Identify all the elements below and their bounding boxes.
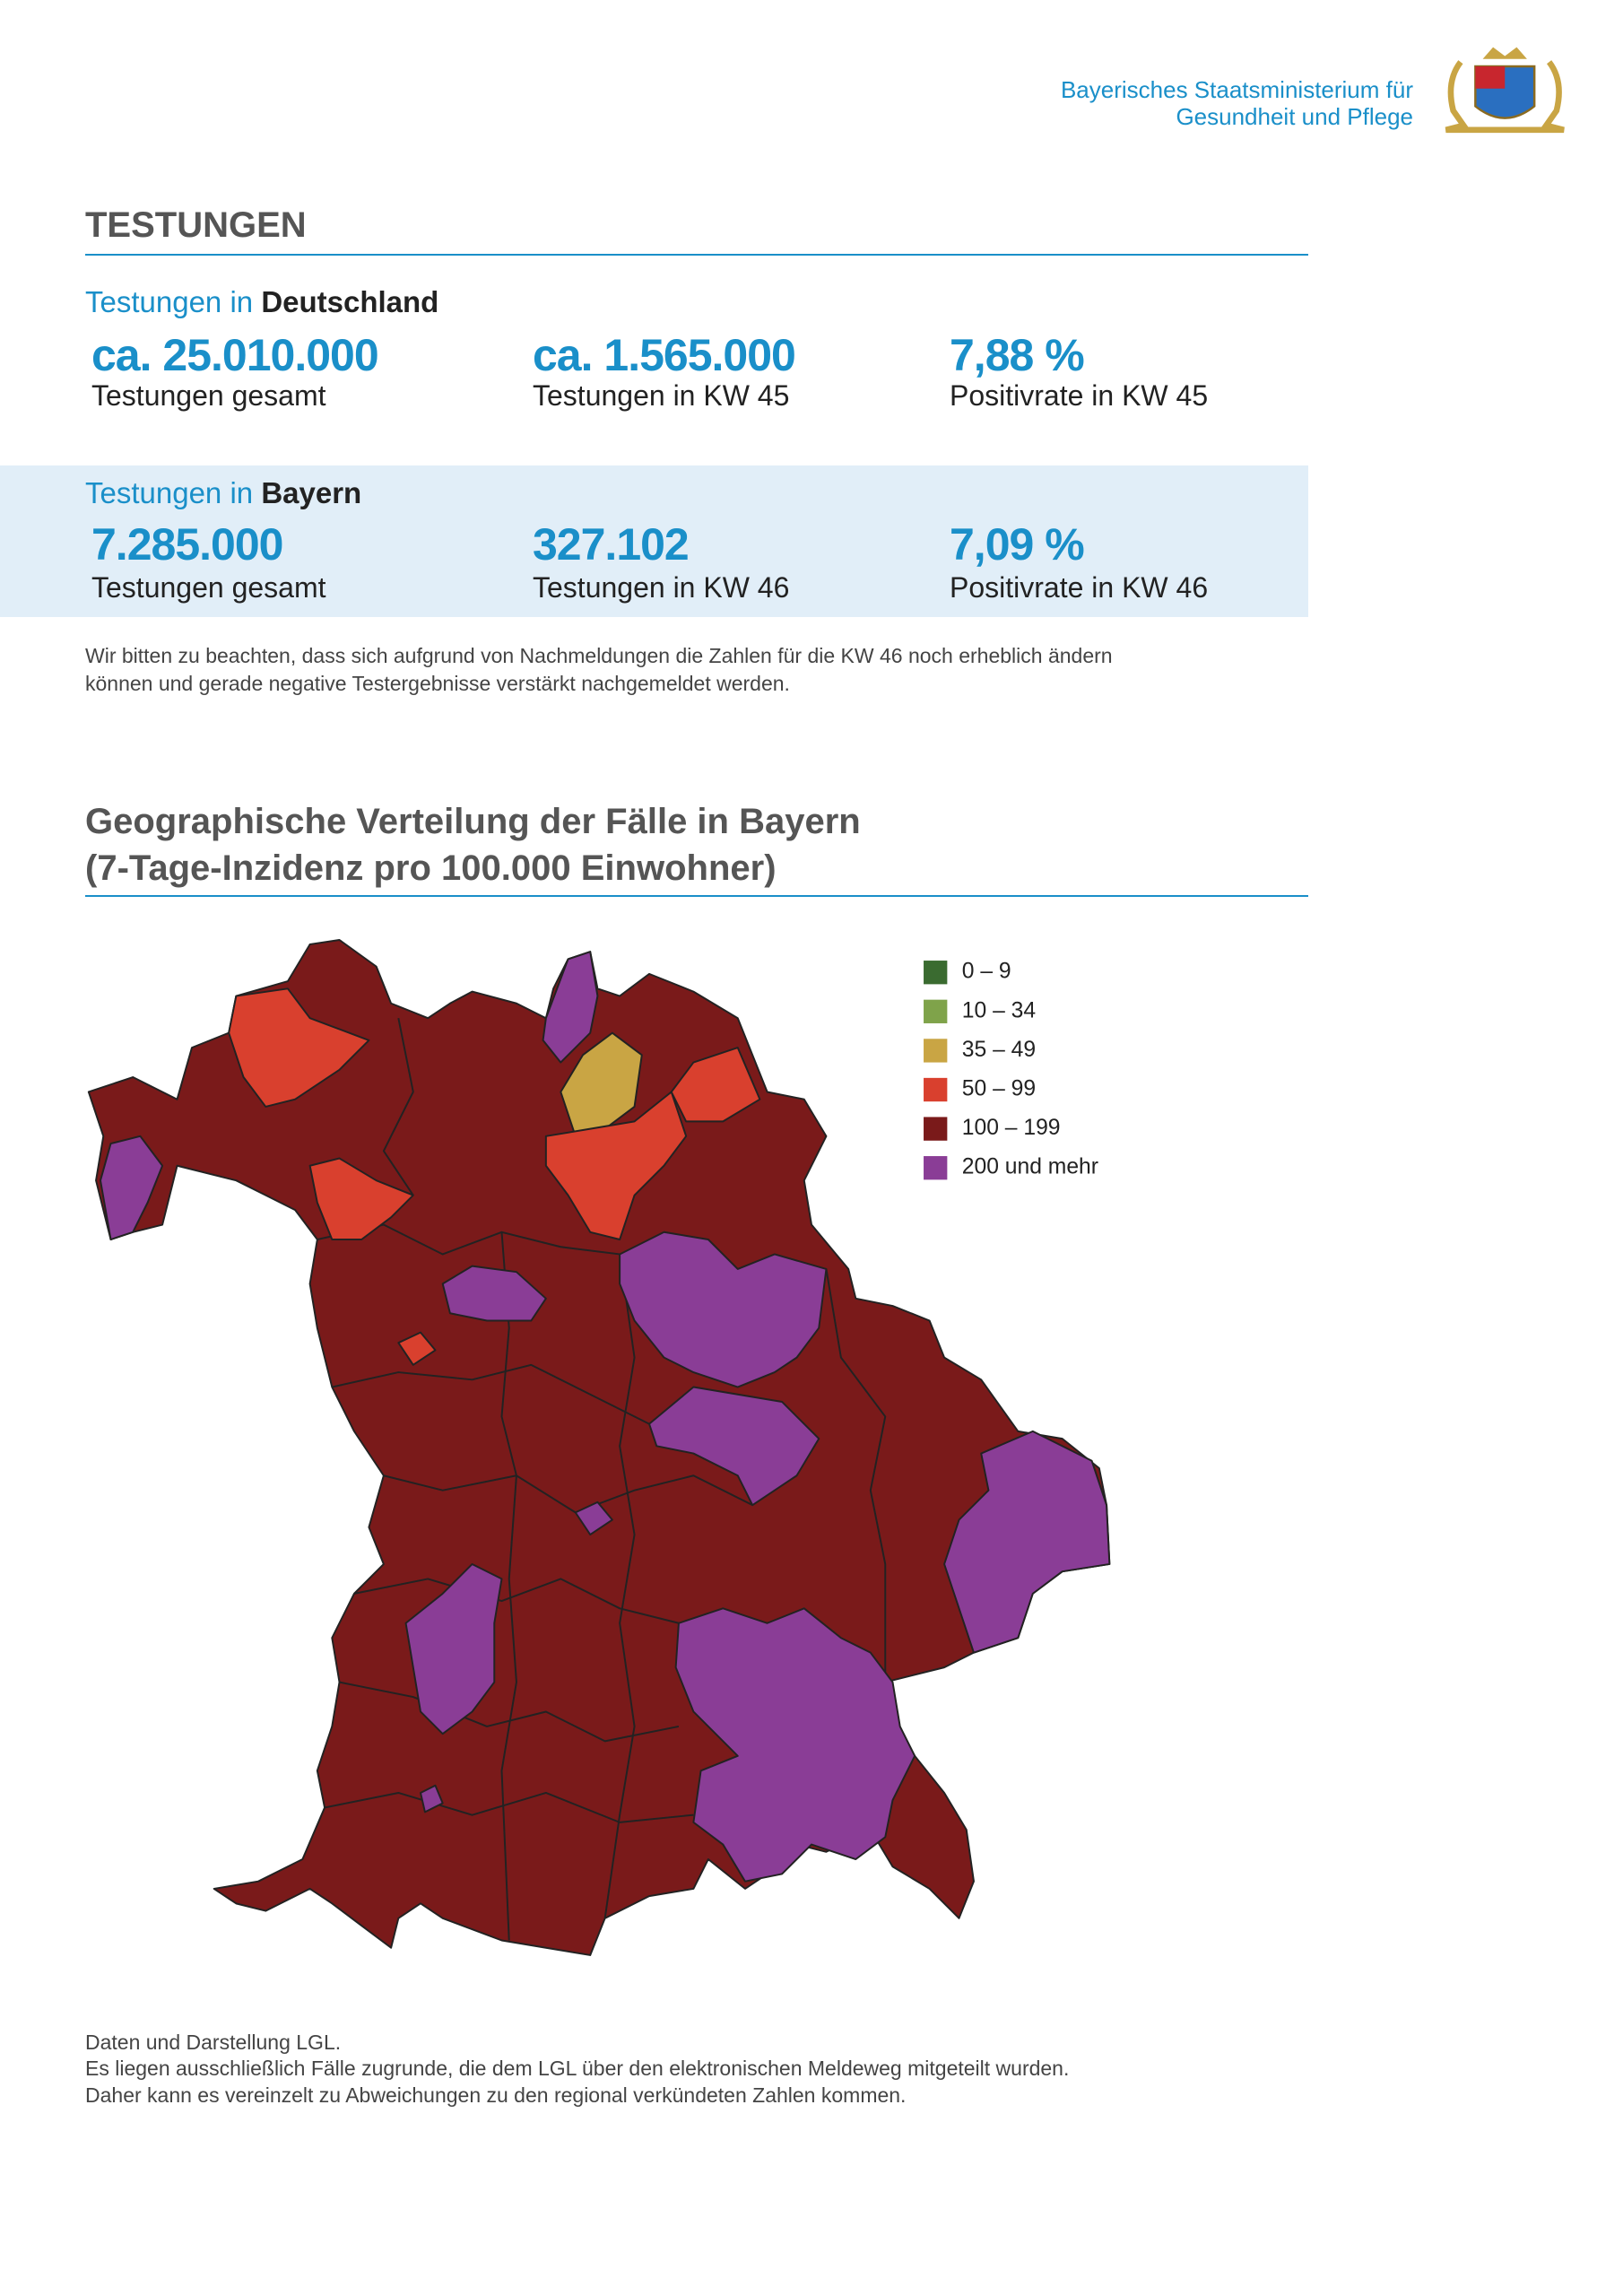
region: [619, 1231, 828, 1388]
legend-label: 100 – 199: [962, 1116, 1061, 1140]
region: [648, 1386, 820, 1507]
region-border: [500, 1231, 517, 1941]
stat-value: ca. 1.565.000: [533, 330, 796, 380]
heading: Testungen in Bayern: [85, 475, 361, 511]
region: [943, 1430, 1111, 1654]
stat-label: Testungen gesamt: [91, 571, 326, 604]
legend-label: 10 – 34: [962, 998, 1036, 1022]
stat-label: Testungen in KW 45: [533, 379, 790, 412]
region-border: [353, 1578, 680, 1624]
legend-swatch: [924, 961, 948, 985]
region: [574, 1500, 613, 1536]
legend-swatch: [924, 1077, 948, 1102]
stat-label: Positivrate in KW 45: [950, 379, 1209, 412]
stat-value: 7,09 %: [950, 519, 1085, 570]
region: [674, 1607, 916, 1883]
stat-value: 327.102: [533, 519, 690, 570]
coat-of-arms: [1445, 47, 1565, 134]
heading-prefix: Testungen in: [85, 476, 254, 509]
legend-swatch: [924, 1156, 948, 1180]
footer-line: Es liegen ausschließlich Fälle zugrunde,…: [85, 2057, 1070, 2080]
region-border: [383, 1474, 753, 1514]
rule: [85, 895, 1308, 897]
footer-line: Daher kann es vereinzelt zu Abweichungen…: [85, 2083, 907, 2107]
region: [397, 1331, 437, 1366]
region: [441, 1265, 547, 1322]
region: [87, 939, 1111, 1956]
map-title: (7-Tage-Inzidenz pro 100.000 Einwohner): [85, 848, 777, 888]
band: [0, 465, 1308, 617]
section-title: TESTUNGEN: [85, 205, 307, 245]
legend-label: 50 – 99: [962, 1077, 1036, 1101]
legend: 0 – 9 10 – 34 35 – 49 50 – 99 100 – 199 200 u…: [924, 960, 1098, 1180]
note-line: können und gerade negative Testergebniss…: [85, 672, 790, 695]
region: [100, 1135, 164, 1240]
ministry-line: Bayerisches Staatsministerium für: [1060, 76, 1413, 103]
heading-region: Bayern: [261, 476, 362, 509]
legend-swatch: [924, 1117, 948, 1141]
heading: Testungen in Deutschland: [85, 284, 438, 320]
region-border: [317, 1223, 621, 1256]
region: [308, 1157, 414, 1240]
stat-label: Testungen in KW 46: [533, 571, 790, 604]
legend-label: 200 und mehr: [962, 1155, 1098, 1179]
region: [670, 1047, 761, 1123]
stat-value: 7,88 %: [950, 330, 1085, 380]
heading-prefix: Testungen in: [85, 285, 254, 318]
region-border: [603, 1254, 636, 1918]
rule: [85, 254, 1308, 256]
region: [542, 951, 599, 1064]
legend-swatch: [924, 999, 948, 1023]
map-regions: [87, 939, 1111, 1956]
region: [560, 1031, 643, 1137]
stat-value: ca. 25.010.000: [91, 330, 379, 380]
ministry-line: Gesundheit und Pflege: [1176, 103, 1413, 130]
map-title: Geographische Verteilung der Fälle in Ba…: [85, 802, 861, 841]
region-border: [339, 1681, 680, 1743]
stat-value: 7.285.000: [91, 519, 283, 570]
region: [544, 1091, 688, 1240]
region-border: [382, 1018, 414, 1196]
heading-region: Deutschland: [261, 285, 439, 318]
stat-label: Testungen gesamt: [91, 379, 326, 412]
region: [404, 1562, 503, 1735]
footer-line: Daten und Darstellung LGL.: [85, 2031, 342, 2054]
region-border: [324, 1791, 694, 1823]
region-border: [825, 1268, 887, 1683]
legend-label: 35 – 49: [962, 1038, 1036, 1062]
legend-label: 0 – 9: [962, 960, 1011, 984]
stat-label: Positivrate in KW 46: [950, 571, 1209, 604]
legend-swatch: [924, 1039, 948, 1063]
note-line: Wir bitten zu beachten, dass sich aufgru…: [85, 644, 1113, 667]
region: [228, 987, 370, 1108]
region: [420, 1784, 444, 1813]
region-border: [332, 1363, 650, 1425]
